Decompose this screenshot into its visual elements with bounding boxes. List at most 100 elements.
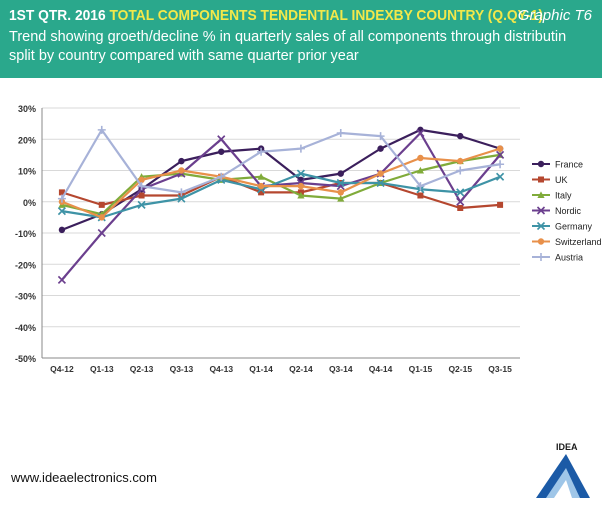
- series-line-austria: [60, 128, 501, 200]
- legend-marker-switzerland: [537, 238, 545, 245]
- data-point-germany: [137, 200, 146, 209]
- data-point-switzerland: [417, 154, 424, 162]
- data-point-italy: [257, 173, 265, 180]
- title-prefix: 1ST QTR. 2016: [9, 7, 106, 24]
- chart-subtitle: Trend showing groeth/decline % in quarte…: [9, 29, 567, 64]
- x-tick-label: Q3-15: [488, 364, 512, 374]
- data-point-uk: [138, 192, 145, 199]
- y-tick-label: 20%: [18, 135, 36, 145]
- line-chart: 30% 20% 10% 0% -10% -20% -30% -40% -50% Q4-12 Q1-1…: [15, 104, 602, 374]
- data-point-uk: [98, 201, 105, 208]
- legend-marker-nordic: [536, 206, 546, 215]
- data-point-nordic: [97, 228, 106, 238]
- graphic-label: Graphic T6: [517, 7, 592, 24]
- data-point-germany: [456, 188, 465, 197]
- series-line-germany: [61, 172, 501, 219]
- data-point-austria: [137, 182, 146, 191]
- y-tick-label: -30%: [15, 292, 36, 302]
- data-point-switzerland: [377, 170, 384, 177]
- legend-marker-germany: [536, 221, 546, 231]
- data-point-austria: [97, 125, 106, 134]
- data-point-austria: [336, 129, 345, 137]
- x-tick-label: Q4-14: [369, 364, 393, 374]
- data-point-italy: [297, 191, 305, 199]
- y-tick-label: 0%: [23, 198, 36, 208]
- x-tick-label: Q2-15: [448, 364, 472, 374]
- data-point-france: [457, 132, 464, 140]
- data-point-switzerland: [457, 157, 464, 165]
- data-point-austria: [416, 182, 425, 191]
- x-tick-label: Q2-13: [130, 364, 154, 374]
- legend-label-switzerland: Switzerland: [555, 237, 602, 247]
- data-point-france: [178, 157, 185, 165]
- data-point-uk: [457, 205, 464, 211]
- legend-label-germany: Germany: [555, 222, 593, 232]
- y-tick-label: 10%: [18, 167, 36, 177]
- data-point-france: [58, 226, 66, 234]
- data-point-germany: [296, 169, 305, 178]
- chart-title: 1ST QTR. 2016 TOTAL COMPONENTS TENDENTIA…: [9, 7, 543, 24]
- series-line-nordic: [61, 131, 501, 281]
- data-point-austria: [217, 172, 226, 181]
- y-tick-label: 30%: [18, 104, 36, 114]
- idea-logo: IDEA: [536, 442, 590, 498]
- x-tick-label: Q1-13: [90, 364, 114, 374]
- data-point-switzerland: [138, 176, 145, 184]
- legend-label-austria: Austria: [555, 253, 583, 263]
- legend-marker-france: [537, 160, 545, 168]
- data-point-uk: [258, 189, 265, 196]
- data-point-switzerland: [297, 182, 305, 190]
- title-accent: TOTAL COMPONENTS TENDENTIAL INDEXBY COUN…: [109, 7, 543, 24]
- data-point-france: [218, 148, 225, 155]
- legend-marker-austria: [537, 253, 545, 261]
- x-tick-label: Q4-13: [209, 364, 233, 374]
- data-point-switzerland: [337, 189, 344, 196]
- data-point-germany: [177, 194, 186, 203]
- data-point-nordic: [496, 150, 505, 159]
- legend-label-nordic: Nordic: [555, 206, 582, 216]
- data-point-germany: [57, 207, 66, 216]
- data-point-nordic: [217, 135, 226, 144]
- data-point-uk: [417, 192, 424, 199]
- data-point-france: [377, 145, 384, 152]
- data-point-austria: [57, 194, 66, 203]
- legend-label-uk: UK: [555, 175, 568, 185]
- data-point-switzerland: [98, 214, 105, 221]
- data-point-uk: [58, 189, 65, 196]
- legend-marker-italy: [537, 191, 545, 198]
- data-point-uk: [497, 201, 504, 208]
- data-point-switzerland: [178, 167, 185, 174]
- data-point-nordic: [416, 128, 425, 138]
- data-point-germany: [496, 172, 505, 181]
- data-point-austria: [376, 132, 385, 141]
- data-point-nordic: [456, 197, 465, 206]
- y-tick-label: -40%: [15, 323, 36, 333]
- data-point-austria: [257, 147, 266, 156]
- data-point-italy: [416, 166, 425, 174]
- series-line-france: [61, 128, 501, 231]
- legend-label-france: France: [555, 160, 583, 170]
- legend-marker-uk: [538, 176, 544, 183]
- legend-label-italy: Italy: [555, 191, 572, 201]
- data-point-austria: [177, 188, 186, 197]
- x-tick-label: Q2-14: [289, 364, 313, 374]
- data-point-austria: [296, 144, 305, 153]
- x-tick-label: Q3-14: [329, 364, 353, 374]
- data-point-switzerland: [257, 182, 265, 190]
- data-point-italy: [337, 195, 345, 202]
- x-tick-label: Q1-15: [409, 364, 433, 374]
- x-tick-label: Q1-14: [249, 364, 273, 374]
- x-tick-label: Q3-13: [170, 364, 194, 374]
- series-line-switzerland: [61, 147, 501, 219]
- data-point-austria: [456, 166, 465, 175]
- data-point-austria: [496, 160, 505, 169]
- data-point-germany: [376, 178, 385, 188]
- website-link[interactable]: www.ideaelectronics.com: [11, 470, 157, 485]
- data-point-france: [337, 170, 344, 177]
- data-point-nordic: [57, 275, 66, 284]
- x-tick-label: Q4-12: [50, 364, 74, 374]
- y-tick-label: -20%: [15, 260, 36, 270]
- data-point-germany: [336, 178, 345, 188]
- data-point-switzerland: [496, 145, 504, 152]
- header-banner: 1ST QTR. 2016 TOTAL COMPONENTS TENDENTIA…: [0, 0, 602, 78]
